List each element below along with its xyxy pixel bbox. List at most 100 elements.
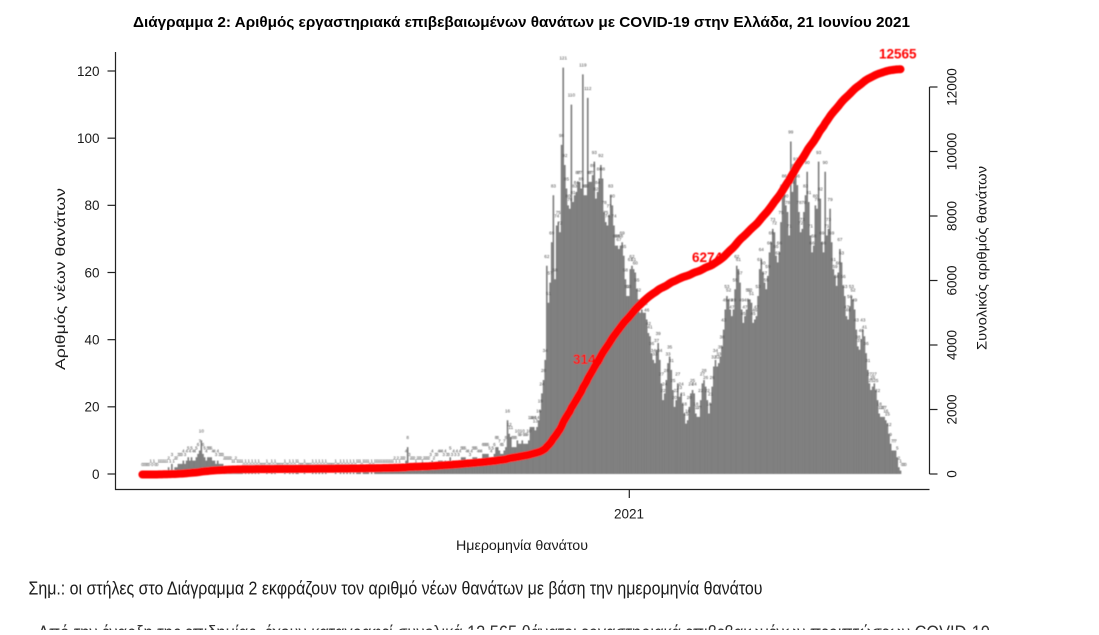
svg-text:9: 9 [526, 432, 529, 437]
svg-text:78: 78 [801, 200, 807, 205]
svg-text:87: 87 [588, 170, 594, 175]
svg-text:0: 0 [246, 462, 249, 467]
svg-text:16: 16 [685, 408, 691, 413]
svg-text:49: 49 [723, 298, 729, 303]
svg-text:68: 68 [618, 234, 624, 239]
svg-text:47: 47 [844, 304, 850, 309]
svg-text:7: 7 [503, 439, 506, 444]
svg-text:1: 1 [274, 459, 277, 464]
svg-text:6: 6 [493, 442, 496, 447]
svg-text:83: 83 [608, 183, 614, 188]
svg-text:1: 1 [349, 459, 352, 464]
svg-text:0: 0 [256, 462, 259, 467]
svg-text:49: 49 [731, 298, 737, 303]
svg-text:5: 5 [210, 445, 213, 450]
svg-text:31: 31 [865, 358, 871, 363]
svg-text:1: 1 [899, 459, 902, 464]
svg-text:1: 1 [364, 459, 367, 464]
svg-text:55: 55 [634, 277, 640, 282]
svg-text:0: 0 [308, 462, 311, 467]
svg-text:3: 3 [457, 452, 460, 457]
svg-text:0: 0 [151, 462, 154, 467]
svg-text:0: 0 [243, 462, 246, 467]
svg-text:36: 36 [649, 341, 655, 346]
svg-text:0: 0 [287, 462, 290, 467]
svg-text:4: 4 [185, 449, 188, 454]
svg-text:98: 98 [559, 133, 565, 138]
svg-text:14: 14 [531, 415, 537, 420]
svg-text:0: 0 [305, 462, 308, 467]
svg-text:2: 2 [419, 455, 422, 460]
svg-text:2: 2 [898, 455, 901, 460]
svg-text:51: 51 [749, 291, 755, 296]
svg-text:0: 0 [293, 462, 296, 467]
svg-text:1: 1 [352, 459, 355, 464]
svg-text:79: 79 [828, 197, 834, 202]
svg-text:5: 5 [488, 445, 491, 450]
svg-text:0: 0 [249, 462, 252, 467]
svg-text:87: 87 [577, 170, 583, 175]
svg-text:1: 1 [315, 459, 318, 464]
svg-text:1: 1 [303, 459, 306, 464]
svg-text:1: 1 [236, 459, 239, 464]
svg-text:3: 3 [451, 452, 454, 457]
svg-text:56: 56 [841, 274, 847, 279]
svg-text:2: 2 [400, 455, 403, 460]
svg-text:10: 10 [526, 429, 532, 434]
svg-text:17: 17 [880, 405, 886, 410]
svg-text:67: 67 [837, 237, 843, 242]
svg-text:5: 5 [462, 445, 465, 450]
svg-text:0: 0 [316, 462, 319, 467]
svg-text:75: 75 [556, 210, 562, 215]
svg-text:45: 45 [751, 311, 757, 316]
svg-text:57: 57 [737, 271, 743, 276]
svg-text:2: 2 [403, 455, 406, 460]
svg-text:4: 4 [455, 449, 458, 454]
svg-text:1: 1 [382, 459, 385, 464]
svg-text:2: 2 [433, 455, 436, 460]
svg-text:11: 11 [508, 425, 513, 430]
svg-text:77: 77 [606, 204, 612, 209]
svg-text:1: 1 [231, 459, 234, 464]
svg-text:6: 6 [500, 442, 503, 447]
svg-text:5: 5 [464, 445, 467, 450]
svg-text:1: 1 [375, 459, 378, 464]
svg-text:3: 3 [446, 452, 449, 457]
svg-text:41: 41 [647, 324, 653, 329]
svg-text:62: 62 [734, 254, 740, 259]
svg-text:22: 22 [698, 388, 704, 393]
svg-text:16: 16 [883, 408, 889, 413]
svg-text:62: 62 [629, 254, 635, 259]
svg-text:35: 35 [667, 345, 673, 350]
svg-text:120: 120 [77, 64, 100, 79]
svg-text:1: 1 [359, 459, 362, 464]
svg-text:14: 14 [528, 415, 534, 420]
svg-text:10: 10 [515, 429, 521, 434]
svg-text:4: 4 [480, 449, 483, 454]
svg-text:17: 17 [882, 405, 888, 410]
svg-text:0: 0 [302, 462, 305, 467]
svg-text:Ημερομηνία θανάτου: Ημερομηνία θανάτου [456, 538, 588, 553]
svg-text:0: 0 [282, 462, 285, 467]
svg-text:0: 0 [279, 462, 282, 467]
svg-text:0: 0 [262, 462, 265, 467]
svg-text:3: 3 [177, 452, 180, 457]
svg-text:1: 1 [392, 459, 395, 464]
svg-text:9: 9 [523, 432, 526, 437]
svg-text:1: 1 [266, 459, 269, 464]
svg-text:1: 1 [159, 459, 162, 464]
svg-text:60: 60 [760, 261, 766, 266]
svg-text:15: 15 [885, 412, 891, 417]
svg-text:20: 20 [672, 395, 678, 400]
svg-text:41: 41 [862, 324, 868, 329]
svg-text:53: 53 [626, 284, 632, 289]
svg-text:1: 1 [169, 459, 172, 464]
svg-text:37: 37 [857, 338, 863, 343]
svg-text:5: 5 [492, 445, 495, 450]
svg-text:52: 52 [726, 287, 732, 292]
svg-text:25: 25 [670, 378, 676, 383]
svg-text:62: 62 [544, 254, 550, 259]
svg-text:0: 0 [328, 462, 331, 467]
svg-text:0: 0 [320, 462, 323, 467]
svg-text:10000: 10000 [944, 133, 959, 171]
